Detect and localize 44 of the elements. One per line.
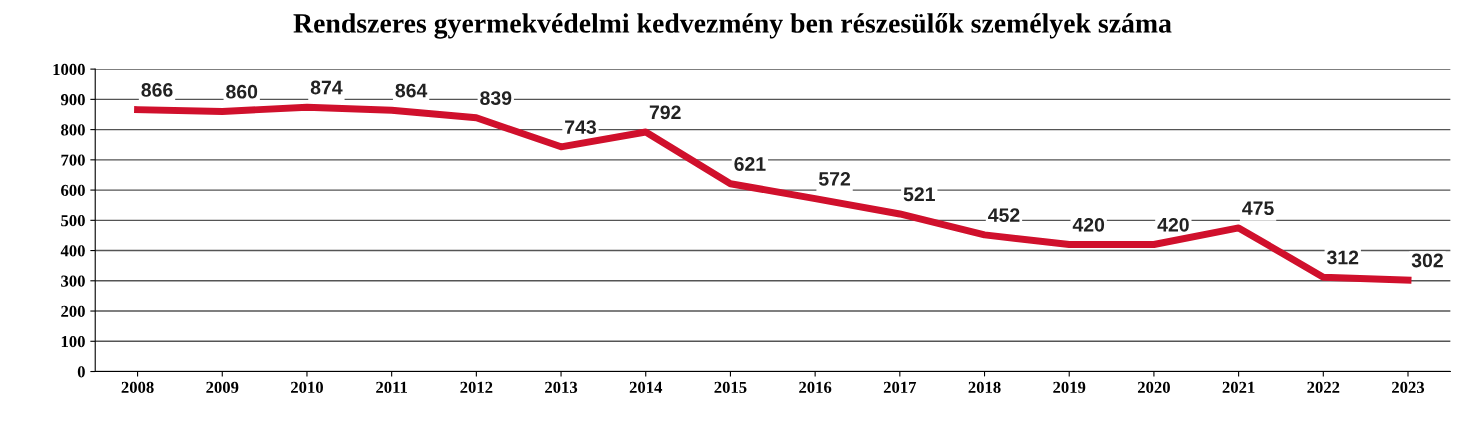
- y-tick-label: 400: [60, 245, 85, 257]
- x-tick-label: 2015: [714, 381, 747, 393]
- x-tick-label: 2008: [121, 381, 154, 393]
- x-tick-label: 2016: [799, 381, 832, 393]
- chart-title: Rendszeres gyermekvédelmi kedvezmény ben részesülők személyek száma: [293, 12, 1172, 39]
- x-tick-label: 2021: [1222, 381, 1255, 393]
- y-tick-label: 200: [61, 305, 85, 317]
- data-label: 864: [395, 83, 428, 98]
- x-tick-label: 2011: [376, 381, 407, 393]
- y-tick-label: 100: [61, 335, 85, 348]
- x-tick-label: 2018: [968, 381, 1001, 393]
- data-label: 621: [734, 157, 766, 171]
- data-label: 420: [1157, 217, 1189, 232]
- y-tick-label: 500: [61, 215, 85, 227]
- y-tick-label: 300: [61, 275, 85, 287]
- x-tick-label: 2017: [883, 381, 917, 393]
- y-tick-label: 700: [61, 154, 85, 166]
- x-tick-label: 2014: [629, 381, 663, 393]
- data-label: 839: [480, 91, 512, 105]
- data-label: 792: [649, 105, 681, 120]
- x-tick-label: 2019: [1053, 381, 1086, 393]
- data-label: 312: [1326, 250, 1359, 265]
- data-label: 866: [141, 83, 173, 97]
- y-tick-label: 800: [61, 124, 85, 136]
- data-label: 420: [1072, 217, 1105, 232]
- x-tick-label: 2022: [1307, 381, 1340, 393]
- data-label: 572: [818, 171, 851, 186]
- data-label: 874: [310, 80, 343, 95]
- y-tick-label: 1000: [53, 63, 85, 76]
- data-label: 302: [1411, 253, 1443, 268]
- data-label: 860: [226, 84, 258, 99]
- data-label: 475: [1242, 201, 1274, 216]
- x-tick-label: 2013: [545, 381, 578, 393]
- data-label: 743: [565, 120, 597, 135]
- x-tick-label: 2020: [1137, 381, 1170, 393]
- y-tick-label: 900: [60, 94, 85, 106]
- x-tick-label: 2023: [1392, 381, 1425, 393]
- data-label: 452: [988, 208, 1020, 222]
- x-tick-label: 2009: [206, 381, 239, 393]
- y-tick-label: 0: [77, 366, 85, 378]
- x-tick-label: 2012: [460, 381, 493, 393]
- x-tick-label: 2010: [291, 381, 323, 393]
- data-label: 521: [903, 187, 935, 202]
- y-tick-label: 600: [61, 184, 85, 197]
